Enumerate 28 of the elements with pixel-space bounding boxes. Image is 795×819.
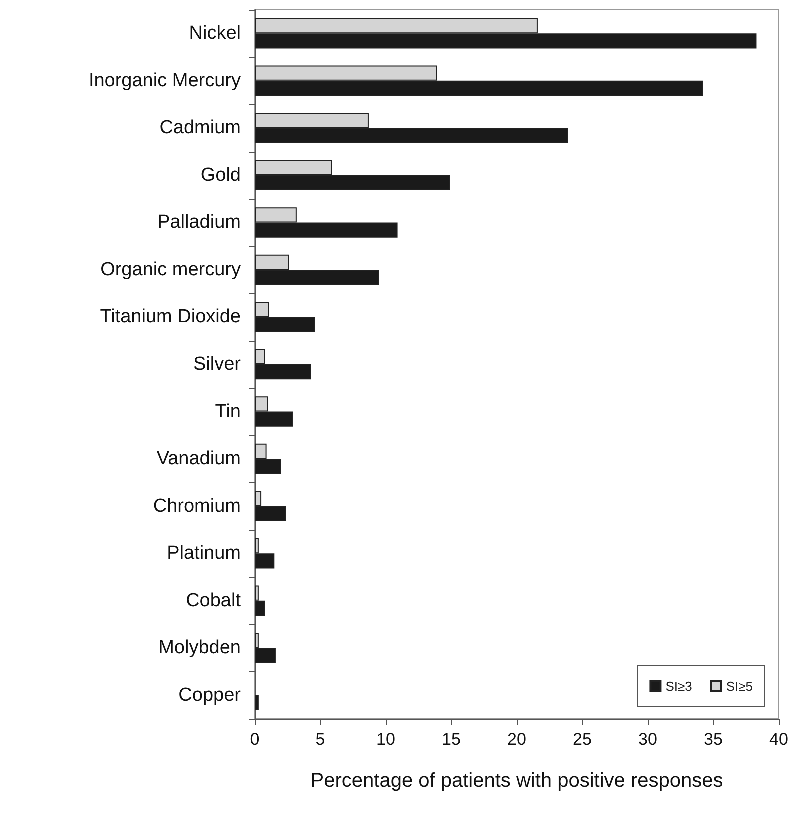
y-tick-label: Cadmium — [160, 118, 241, 139]
y-tick-label: Platinum — [167, 543, 241, 564]
x-tick-label: 5 — [316, 730, 326, 749]
x-tick-label: 15 — [442, 730, 461, 749]
y-tick-label: Nickel — [189, 23, 241, 44]
y-tick-label: Palladium — [158, 212, 241, 234]
y-tick-label: Inorganic Mercury — [88, 70, 242, 92]
y-tick-label: Silver — [193, 354, 242, 375]
x-tick-label: 20 — [508, 730, 526, 749]
y-tick-label: Gold — [200, 164, 241, 186]
x-tick-label: 25 — [573, 730, 592, 749]
y-tick-label: Cobalt — [186, 590, 242, 612]
x-tick-label: 35 — [704, 730, 723, 749]
y-tick-label: Titanium Dioxide — [100, 306, 241, 328]
x-tick-label: 10 — [376, 730, 396, 749]
x-axis-title: Percentage of patients with positive responses — [310, 770, 724, 792]
y-tick-label: Tin — [215, 401, 241, 422]
x-tick-label: 0 — [250, 730, 260, 749]
x-tick-label: 30 — [638, 730, 658, 749]
legend-label: SI≥5 — [726, 679, 754, 694]
y-tick-label: Vanadium — [156, 448, 241, 470]
y-tick-label: Organic mercury — [100, 259, 242, 280]
y-tick-label: Copper — [178, 684, 242, 706]
bar — [255, 695, 259, 710]
y-tick-label: Molybden — [158, 638, 241, 659]
legend-label: SI≥3 — [666, 679, 692, 694]
y-tick-label: Chromium — [153, 496, 241, 517]
x-tick-label: 40 — [770, 730, 788, 749]
